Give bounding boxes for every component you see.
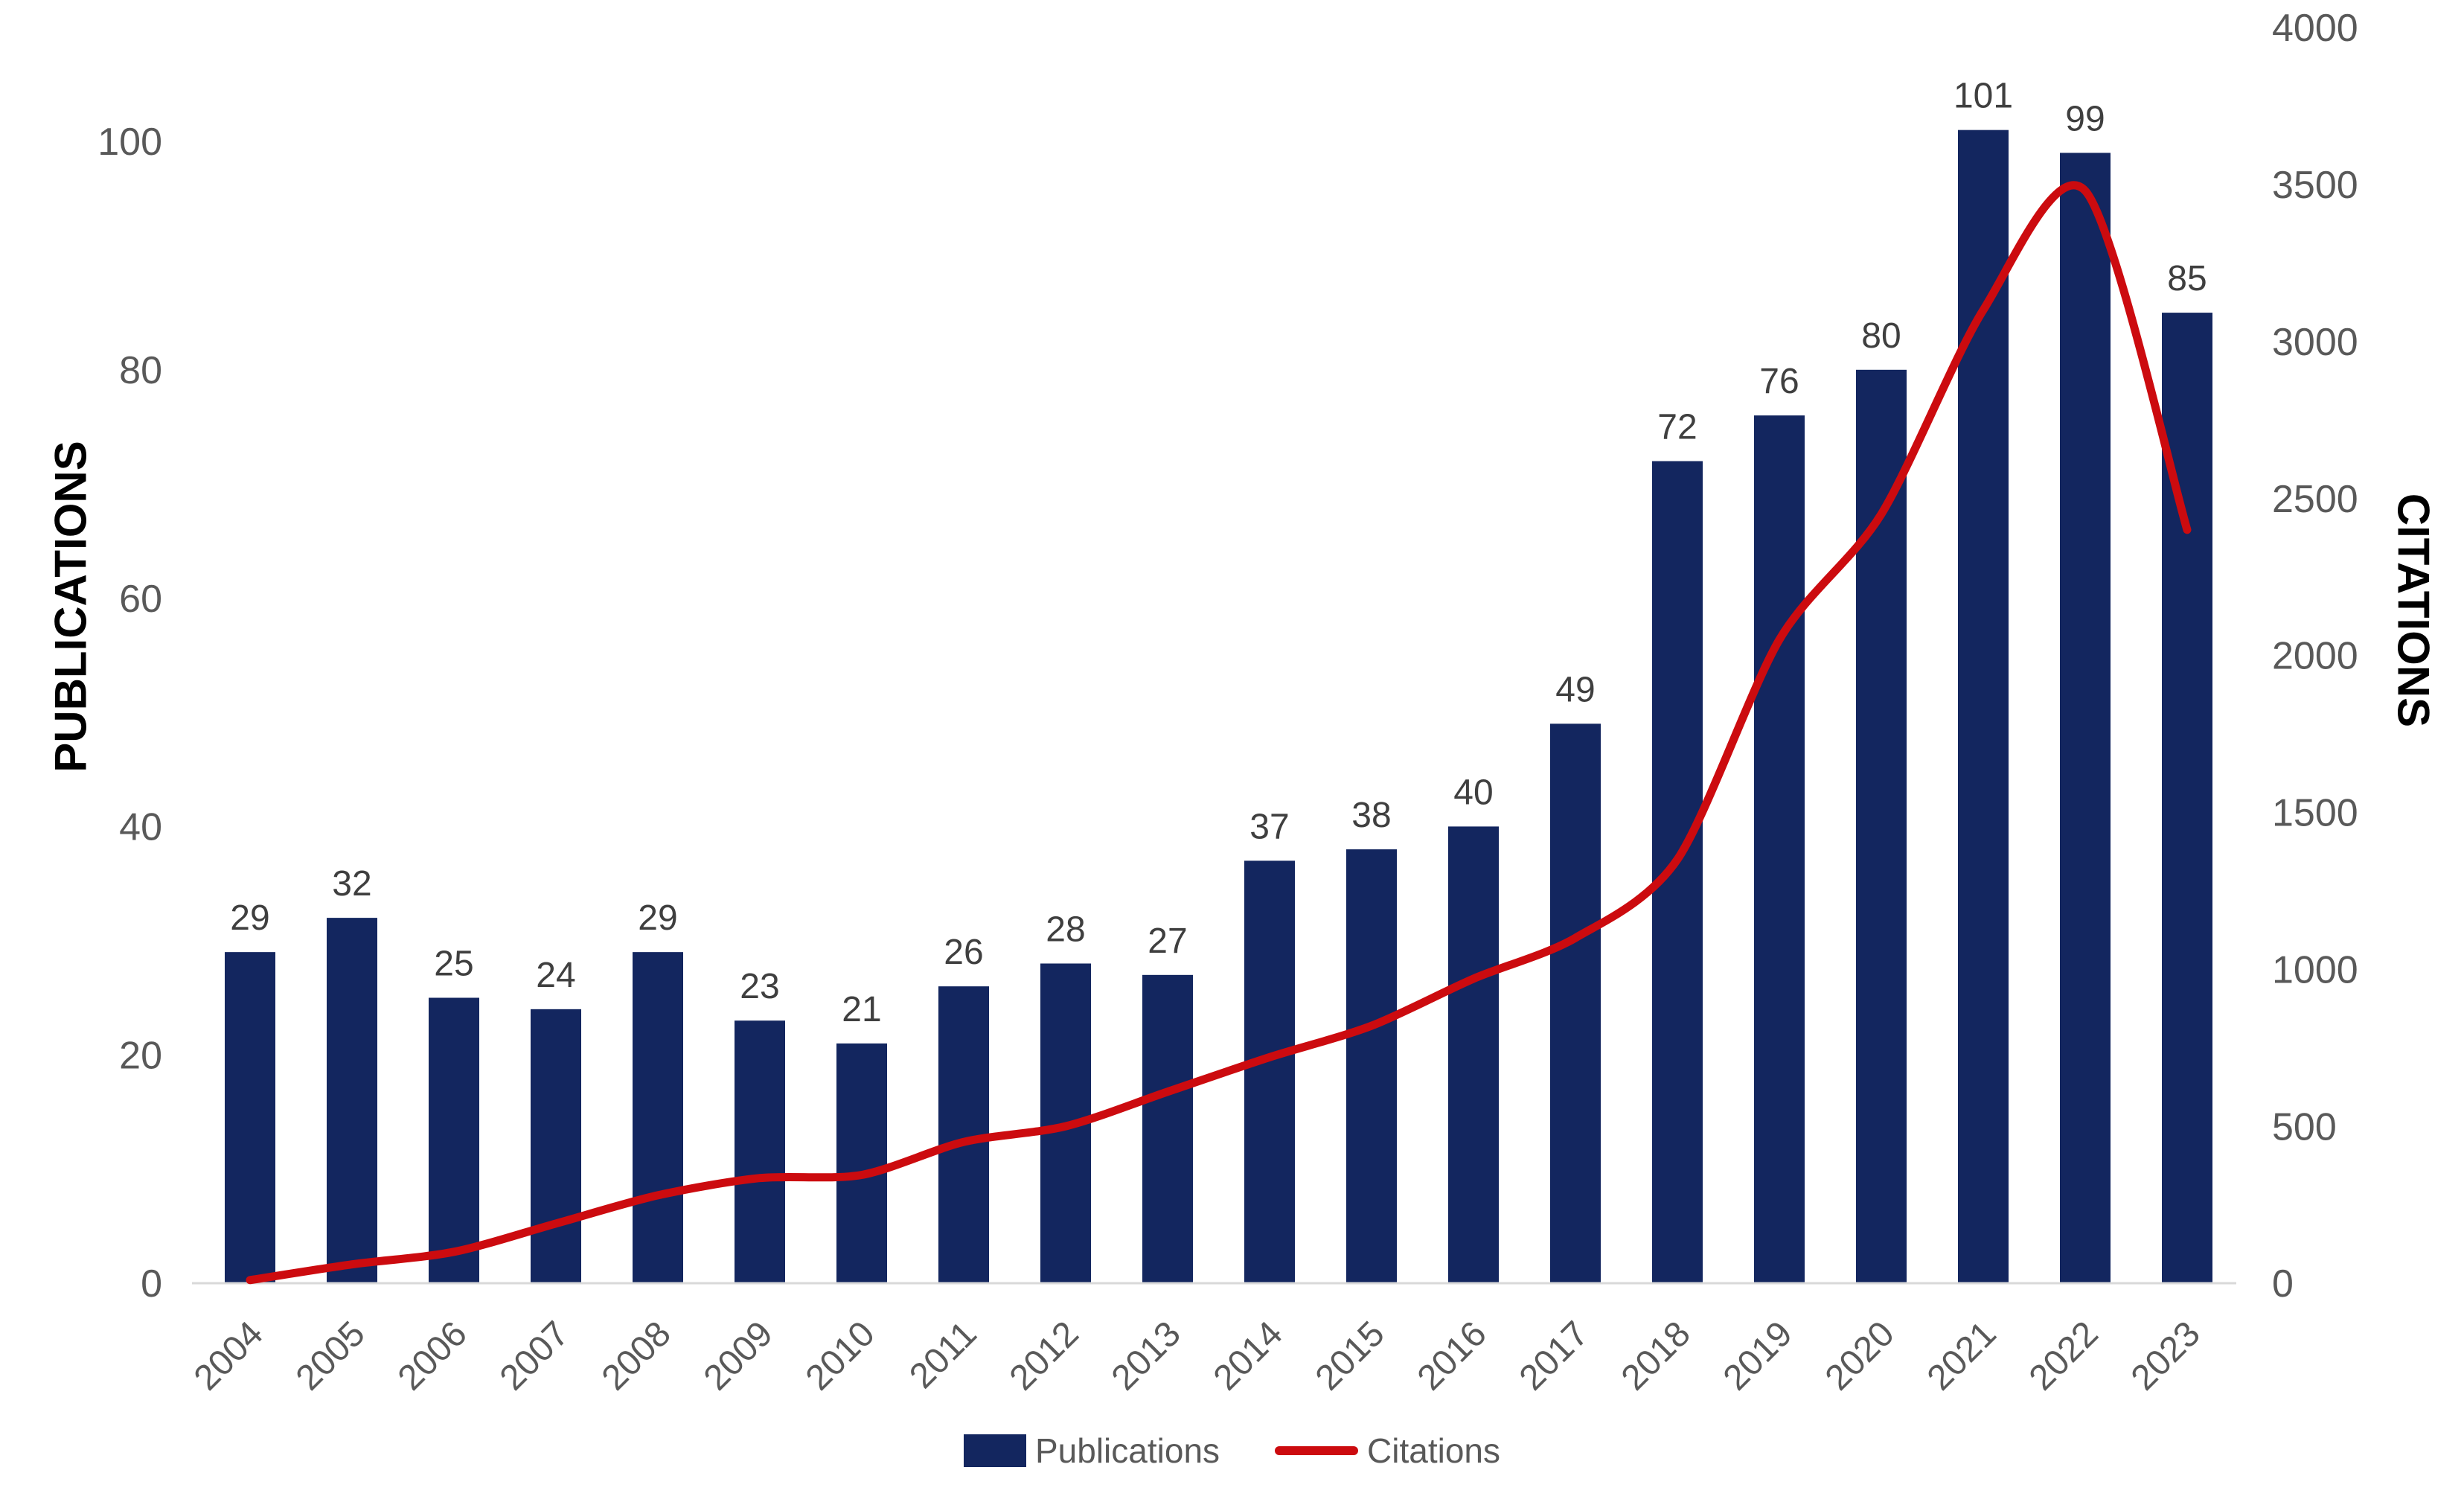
bar-2022 <box>2060 153 2111 1284</box>
bar-value-label-2010: 21 <box>842 990 881 1029</box>
bar-value-label-2016: 40 <box>1453 773 1493 812</box>
right-axis-tick-4000: 4000 <box>2272 7 2358 50</box>
bar-value-label-2014: 37 <box>1249 807 1289 846</box>
bar-value-label-2007: 24 <box>536 956 575 995</box>
right-axis-tick-1000: 1000 <box>2272 948 2358 991</box>
bar-value-label-2012: 28 <box>1046 910 1085 949</box>
bar-value-label-2020: 80 <box>1861 316 1901 356</box>
bar-2005 <box>327 918 377 1283</box>
bar-2013 <box>1142 974 1193 1283</box>
citations-swatch-icon <box>1275 1446 1359 1455</box>
right-axis-tick-2000: 2000 <box>2272 635 2358 678</box>
bar-2016 <box>1448 826 1499 1283</box>
bar-value-label-2021: 101 <box>1953 77 2013 116</box>
right-axis-title: CITATIONS <box>2388 493 2439 728</box>
bar-value-label-2019: 76 <box>1759 362 1799 401</box>
bar-value-label-2006: 25 <box>434 945 473 984</box>
right-axis-tick-1500: 1500 <box>2272 792 2358 835</box>
bar-value-label-2022: 99 <box>2065 99 2105 138</box>
bar-value-label-2018: 72 <box>1657 408 1697 447</box>
bar-value-label-2011: 26 <box>944 933 983 972</box>
right-axis-tick-500: 500 <box>2272 1105 2337 1148</box>
left-axis-tick-60: 60 <box>119 578 162 621</box>
citations-line <box>246 181 2192 1285</box>
right-axis-tick-3500: 3500 <box>2272 164 2358 207</box>
left-axis-tick-0: 0 <box>141 1262 162 1306</box>
legend-label-publications: Publications <box>1034 1431 1220 1470</box>
bar-value-label-2005: 32 <box>332 864 371 904</box>
publications-swatch-icon <box>963 1434 1026 1467</box>
bar-2020 <box>1856 369 1907 1283</box>
bar-value-label-2015: 38 <box>1351 796 1391 835</box>
right-axis-tick-0: 0 <box>2272 1262 2294 1306</box>
bar-2014 <box>1244 860 1295 1283</box>
left-axis-title: PUBLICATIONS <box>45 441 96 773</box>
legend-item-publications: Publications <box>963 1431 1220 1471</box>
bar-value-label-2009: 23 <box>740 967 779 1006</box>
bar-value-label-2017: 49 <box>1555 670 1595 709</box>
bar-2019 <box>1754 415 1805 1284</box>
bar-value-label-2004: 29 <box>230 898 269 938</box>
bar-2015 <box>1346 849 1397 1283</box>
bar-2008 <box>633 952 683 1283</box>
bar-2017 <box>1550 723 1601 1283</box>
legend: Publications Citations <box>0 1431 2464 1471</box>
legend-label-citations: Citations <box>1367 1431 1500 1470</box>
bar-2018 <box>1652 461 1703 1283</box>
left-axis-tick-40: 40 <box>119 806 162 849</box>
bar-2021 <box>1958 130 2009 1283</box>
left-axis-tick-80: 80 <box>119 349 162 392</box>
left-axis-tick-100: 100 <box>97 121 162 164</box>
bar-2006 <box>429 997 479 1283</box>
bar-2009 <box>735 1020 785 1283</box>
left-axis-tick-20: 20 <box>119 1034 162 1077</box>
bar-2004 <box>225 952 275 1283</box>
right-axis-tick-3000: 3000 <box>2272 321 2358 364</box>
bar-2010 <box>836 1043 887 1283</box>
right-axis-tick-2500: 2500 <box>2272 478 2358 521</box>
bar-value-label-2023: 85 <box>2167 259 2207 298</box>
bar-value-label-2008: 29 <box>638 898 677 938</box>
legend-item-citations: Citations <box>1275 1431 1500 1471</box>
bar-value-label-2013: 27 <box>1148 921 1187 961</box>
bar-2007 <box>531 1009 581 1283</box>
